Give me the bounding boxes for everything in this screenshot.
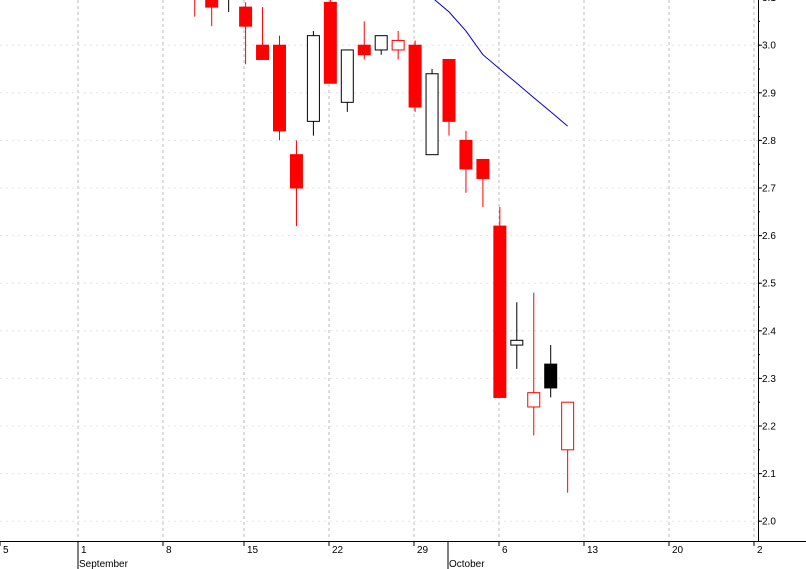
x-tick-label: 22 xyxy=(332,545,344,556)
y-tick-label: 2.4 xyxy=(762,326,776,337)
x-tick-label: 20 xyxy=(672,545,684,556)
candle-body xyxy=(256,44,270,60)
y-tick-label: 2.2 xyxy=(762,422,776,433)
candle-body xyxy=(493,225,507,398)
candle-body xyxy=(561,401,575,451)
candle-body xyxy=(205,0,219,8)
candle-body xyxy=(273,44,286,132)
candle-body xyxy=(306,35,320,122)
x-tick-label: 15 xyxy=(247,545,259,556)
y-tick-label: 2.6 xyxy=(762,231,776,242)
y-tick-label: 2.3 xyxy=(762,374,776,385)
candle-body xyxy=(289,154,303,189)
candle-body xyxy=(340,49,354,103)
candle xyxy=(205,0,219,27)
moving-averages xyxy=(434,0,568,127)
candle xyxy=(561,401,575,493)
x-tick-label: 2 xyxy=(757,545,763,556)
candle xyxy=(391,30,405,60)
candle xyxy=(239,2,253,65)
y-tick-label: 2.7 xyxy=(762,184,776,195)
candle-body xyxy=(527,392,541,408)
candle-body xyxy=(544,363,558,389)
y-tick-label: 3.1 xyxy=(762,0,776,4)
candle xyxy=(228,0,230,12)
candle xyxy=(510,302,524,369)
candle xyxy=(340,49,354,112)
candle-body xyxy=(442,58,456,122)
x-tick-label: 8 xyxy=(166,545,172,556)
candle-body xyxy=(459,139,473,170)
candle-body xyxy=(239,6,253,27)
candle xyxy=(306,30,320,136)
candle xyxy=(459,130,473,193)
ma-short-line xyxy=(434,0,568,127)
candle-body xyxy=(374,35,388,51)
candle xyxy=(289,140,303,227)
candle-body xyxy=(510,339,524,346)
candle xyxy=(442,58,456,136)
candle-body xyxy=(323,1,337,84)
candle-body xyxy=(425,73,439,156)
x-tick-label: 6 xyxy=(502,545,508,556)
candle xyxy=(256,7,270,60)
candle-body xyxy=(408,44,422,108)
candle xyxy=(194,0,196,17)
x-tick-label: 29 xyxy=(417,545,429,556)
y-tick-label: 2.5 xyxy=(762,279,776,290)
candle xyxy=(527,292,541,436)
month-label: September xyxy=(79,559,129,569)
y-tick-label: 2.0 xyxy=(762,517,776,528)
y-tick-label: 3.0 xyxy=(762,41,776,52)
y-tick-label: 2.8 xyxy=(762,136,776,147)
candle-body xyxy=(357,44,371,56)
x-tick-label: 1 xyxy=(81,545,87,556)
candle xyxy=(425,69,439,156)
candle xyxy=(544,345,558,398)
candle xyxy=(493,207,507,398)
candles xyxy=(194,0,575,493)
candle xyxy=(374,35,388,55)
x-tick-label: 13 xyxy=(587,545,599,556)
candle-body xyxy=(391,39,405,51)
grid xyxy=(0,0,758,540)
candle xyxy=(408,40,422,112)
candle xyxy=(323,0,337,84)
y-tick-label: 2.1 xyxy=(762,469,776,480)
candle xyxy=(357,21,371,60)
x-tick-label: 5 xyxy=(3,545,9,556)
y-tick-label: 2.9 xyxy=(762,88,776,99)
candle xyxy=(273,35,286,141)
candle xyxy=(476,158,490,208)
month-label: October xyxy=(449,559,485,569)
candle-body xyxy=(476,158,490,179)
